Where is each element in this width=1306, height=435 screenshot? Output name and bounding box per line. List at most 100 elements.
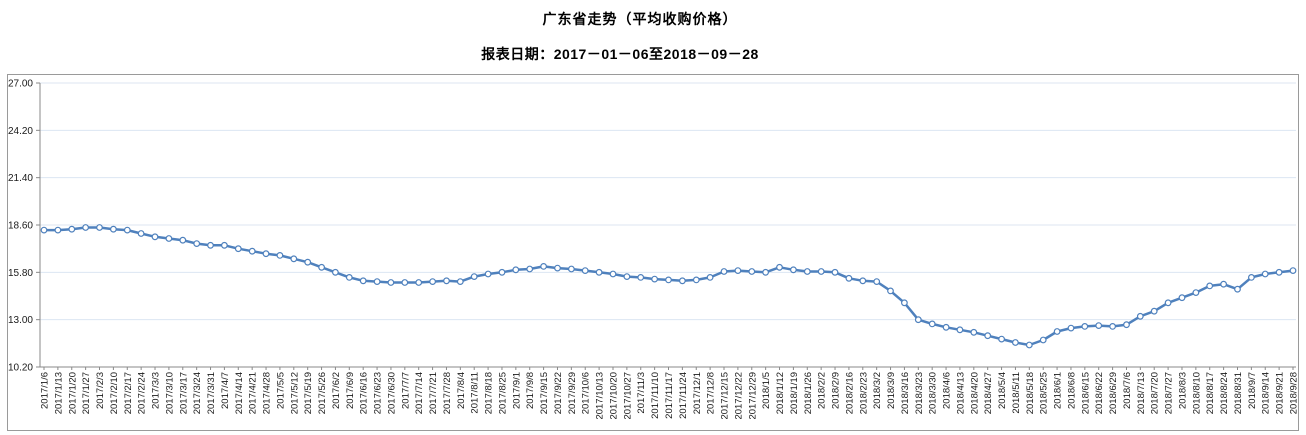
data-point-marker — [123, 226, 131, 234]
data-point-marker — [1123, 321, 1130, 329]
x-tick-label: 2018/4/6 — [942, 372, 953, 409]
data-point-marker — [901, 299, 908, 307]
data-point-marker — [207, 241, 214, 249]
x-tick-label: 2017/10/20 — [608, 372, 619, 420]
x-tick-label: 2018/2/23 — [858, 372, 869, 414]
data-point-marker — [220, 241, 228, 249]
data-point-marker — [956, 326, 964, 334]
x-tick-label: 2017/12/22 — [733, 372, 744, 420]
x-tick-label: 2017/10/27 — [622, 372, 633, 420]
x-tick-label: 2017/6/16 — [359, 372, 370, 414]
data-point-marker — [415, 279, 423, 286]
data-point-marker — [304, 258, 312, 266]
line-chart-canvas: 27.00 24.20 21.40 18.60 15.80 13.00 10.20 2017/… — [8, 79, 1300, 420]
x-tick-label: 2017/3/3 — [151, 372, 162, 409]
x-tick-label: 2018/7/13 — [1136, 372, 1147, 414]
data-point-marker — [970, 328, 978, 336]
data-point-marker — [762, 268, 769, 276]
data-point-marker — [54, 226, 62, 234]
data-point-marker — [526, 265, 534, 273]
x-tick-label: 2017/7/28 — [442, 372, 453, 414]
x-tick-label: 2018/4/13 — [955, 372, 966, 414]
x-tick-label: 2017/8/11 — [470, 372, 481, 414]
data-point-marker — [1234, 285, 1241, 293]
x-tick-label: 2018/5/4 — [997, 372, 1008, 409]
x-tick-label: 2017/4/7 — [220, 372, 231, 409]
x-tick-label: 2017/1/27 — [81, 372, 92, 414]
y-tick-label: 24.20 — [8, 126, 33, 137]
data-point-marker — [1039, 336, 1047, 344]
data-point-marker — [817, 268, 825, 275]
data-point-marker — [498, 268, 506, 276]
price-trend-chart: 27.00 24.20 21.40 18.60 15.80 13.00 10.20 2017/… — [7, 74, 1300, 431]
data-point-marker — [234, 245, 242, 253]
x-tick-label: 2017/5/5 — [275, 372, 286, 409]
y-tick-label: 10.20 — [8, 363, 33, 374]
data-point-marker — [776, 263, 783, 271]
data-point-marker — [373, 278, 381, 286]
x-tick-label: 2017/6/2 — [331, 372, 342, 409]
x-tick-label: 2018/6/8 — [1066, 372, 1077, 409]
x-tick-label: 2017/6/23 — [373, 372, 384, 414]
data-point-marker — [692, 276, 700, 284]
data-point-marker — [443, 277, 450, 285]
x-tick-label: 2017/7/14 — [414, 372, 425, 414]
x-tick-label: 2018/5/25 — [1039, 372, 1050, 414]
data-point-marker — [734, 267, 742, 275]
x-tick-label: 2017/8/4 — [456, 372, 467, 409]
data-point-marker — [845, 274, 853, 282]
data-point-marker — [1053, 328, 1061, 335]
data-point-marker — [82, 224, 89, 231]
x-tick-label: 2017/12/29 — [747, 372, 758, 420]
data-point-marker — [790, 266, 797, 274]
x-tick-label: 2017/12/15 — [720, 372, 731, 420]
x-tick-label: 2018/7/27 — [1164, 372, 1175, 414]
x-tick-label: 2018/1/26 — [803, 372, 814, 414]
x-tick-label: 2018/2/9 — [831, 372, 842, 409]
x-tick-label: 2018/3/9 — [886, 372, 897, 409]
data-point-marker — [1261, 270, 1269, 278]
y-tick-label: 13.00 — [8, 315, 33, 326]
x-tick-label: 2018/9/14 — [1261, 372, 1272, 414]
x-tick-label: 2018/7/20 — [1150, 372, 1161, 414]
x-tick-label: 2018/4/20 — [969, 372, 980, 414]
x-tick-label: 2018/1/12 — [775, 372, 786, 414]
data-point-marker — [68, 225, 76, 233]
x-tick-label: 2018/9/28 — [1289, 372, 1299, 414]
data-point-marker — [401, 279, 409, 286]
x-tick-label: 2017/4/28 — [262, 372, 273, 414]
data-point-marker — [262, 250, 270, 258]
x-tick-label: 2018/2/16 — [844, 372, 855, 414]
x-tick-label: 2017/9/1 — [511, 372, 522, 409]
x-tick-label: 2018/8/3 — [1177, 372, 1188, 409]
x-tick-label: 2017/9/15 — [539, 372, 550, 414]
data-point-marker — [984, 332, 992, 340]
data-point-marker — [1136, 312, 1144, 320]
data-point-marker — [151, 233, 159, 241]
y-tick-label: 18.60 — [8, 221, 33, 232]
data-point-marker — [484, 270, 492, 278]
data-point-marker — [706, 273, 714, 281]
x-tick-label: 2018/8/31 — [1233, 372, 1244, 414]
data-point-marker — [623, 273, 631, 281]
data-point-marker — [1178, 294, 1186, 302]
x-tick-label: 2018/3/23 — [914, 372, 925, 414]
x-tick-label: 2017/11/10 — [650, 372, 661, 419]
x-tick-label: 2017/12/8 — [706, 372, 717, 414]
data-point-marker — [276, 251, 284, 259]
x-tick-label: 2017/10/13 — [595, 372, 606, 420]
data-point-marker — [248, 247, 256, 255]
x-tick-label: 2017/9/8 — [525, 372, 536, 409]
x-tick-label: 2017/2/3 — [95, 372, 106, 409]
data-point-marker — [679, 277, 686, 285]
data-point-marker — [873, 278, 881, 286]
data-point-marker — [568, 265, 575, 273]
data-point-marker — [512, 266, 520, 274]
data-point-marker — [928, 320, 936, 328]
data-point-marker — [318, 263, 326, 271]
x-tick-label: 2018/3/16 — [900, 372, 911, 414]
x-tick-label: 2017/11/17 — [664, 372, 675, 419]
x-tick-label: 2018/8/24 — [1219, 372, 1230, 414]
x-tick-label: 2018/8/17 — [1205, 372, 1216, 414]
data-point-marker — [332, 268, 339, 276]
